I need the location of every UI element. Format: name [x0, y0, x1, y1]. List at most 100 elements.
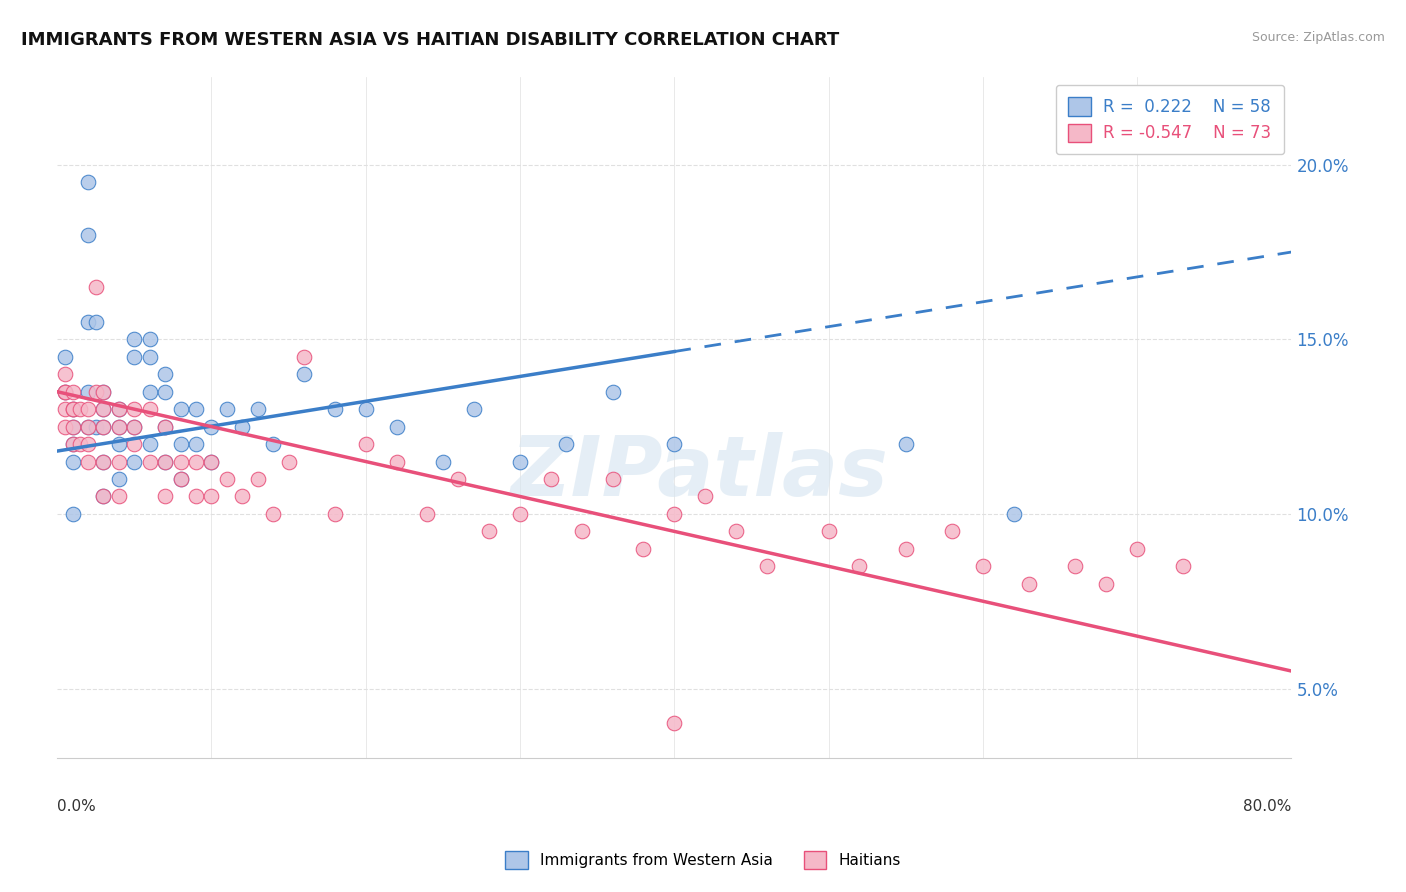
Point — [93, 454, 115, 468]
Point — [323, 402, 346, 417]
Point — [77, 384, 100, 399]
Point — [184, 402, 207, 417]
Point — [1173, 559, 1195, 574]
Point — [354, 402, 377, 417]
Point — [169, 454, 191, 468]
Point — [62, 419, 84, 434]
Point — [77, 227, 100, 242]
Point — [478, 524, 501, 539]
Point — [755, 559, 778, 574]
Point — [432, 454, 454, 468]
Text: 80.0%: 80.0% — [1243, 799, 1292, 814]
Point — [664, 507, 686, 521]
Point — [184, 437, 207, 451]
Point — [124, 402, 146, 417]
Point — [108, 472, 131, 486]
Point — [93, 384, 115, 399]
Point — [108, 419, 131, 434]
Point — [246, 472, 269, 486]
Point — [695, 490, 717, 504]
Point — [93, 419, 115, 434]
Point — [62, 437, 84, 451]
Point — [540, 472, 562, 486]
Point — [108, 402, 131, 417]
Point — [169, 472, 191, 486]
Point — [124, 419, 146, 434]
Point — [664, 716, 686, 731]
Point — [153, 384, 176, 399]
Point — [84, 384, 107, 399]
Legend: Immigrants from Western Asia, Haitians: Immigrants from Western Asia, Haitians — [499, 845, 907, 875]
Point — [93, 384, 115, 399]
Point — [153, 454, 176, 468]
Point — [93, 454, 115, 468]
Point — [62, 437, 84, 451]
Point — [200, 454, 222, 468]
Text: IMMIGRANTS FROM WESTERN ASIA VS HAITIAN DISABILITY CORRELATION CHART: IMMIGRANTS FROM WESTERN ASIA VS HAITIAN … — [21, 31, 839, 49]
Point — [77, 454, 100, 468]
Point — [354, 437, 377, 451]
Point — [509, 454, 531, 468]
Point — [77, 402, 100, 417]
Point — [139, 332, 162, 346]
Point — [323, 507, 346, 521]
Point — [69, 402, 91, 417]
Point — [509, 507, 531, 521]
Point — [416, 507, 439, 521]
Point — [62, 402, 84, 417]
Point — [184, 490, 207, 504]
Point — [894, 437, 917, 451]
Point — [62, 402, 84, 417]
Point — [53, 350, 76, 364]
Point — [200, 490, 222, 504]
Point — [53, 384, 76, 399]
Point — [153, 368, 176, 382]
Point — [200, 419, 222, 434]
Point — [93, 490, 115, 504]
Point — [664, 437, 686, 451]
Point — [848, 559, 870, 574]
Point — [231, 490, 253, 504]
Point — [53, 419, 76, 434]
Point — [602, 472, 624, 486]
Point — [93, 402, 115, 417]
Point — [246, 402, 269, 417]
Point — [1126, 541, 1149, 556]
Point — [108, 437, 131, 451]
Point — [139, 402, 162, 417]
Point — [817, 524, 839, 539]
Point — [93, 402, 115, 417]
Point — [62, 402, 84, 417]
Point — [894, 541, 917, 556]
Point — [463, 402, 485, 417]
Point — [108, 419, 131, 434]
Point — [84, 419, 107, 434]
Point — [124, 419, 146, 434]
Point — [555, 437, 578, 451]
Text: ZIPatlas: ZIPatlas — [510, 432, 889, 513]
Point — [231, 419, 253, 434]
Point — [215, 472, 238, 486]
Point — [724, 524, 747, 539]
Point — [62, 454, 84, 468]
Point — [124, 350, 146, 364]
Point — [108, 454, 131, 468]
Legend: R =  0.222    N = 58, R = -0.547    N = 73: R = 0.222 N = 58, R = -0.547 N = 73 — [1056, 85, 1284, 154]
Point — [84, 280, 107, 294]
Point — [633, 541, 655, 556]
Text: 0.0%: 0.0% — [58, 799, 96, 814]
Point — [153, 419, 176, 434]
Point — [77, 175, 100, 189]
Point — [1018, 576, 1040, 591]
Point — [385, 454, 408, 468]
Point — [139, 384, 162, 399]
Point — [93, 490, 115, 504]
Point — [69, 437, 91, 451]
Point — [169, 437, 191, 451]
Point — [215, 402, 238, 417]
Point — [292, 368, 315, 382]
Point — [139, 454, 162, 468]
Point — [292, 350, 315, 364]
Point — [941, 524, 963, 539]
Point — [62, 419, 84, 434]
